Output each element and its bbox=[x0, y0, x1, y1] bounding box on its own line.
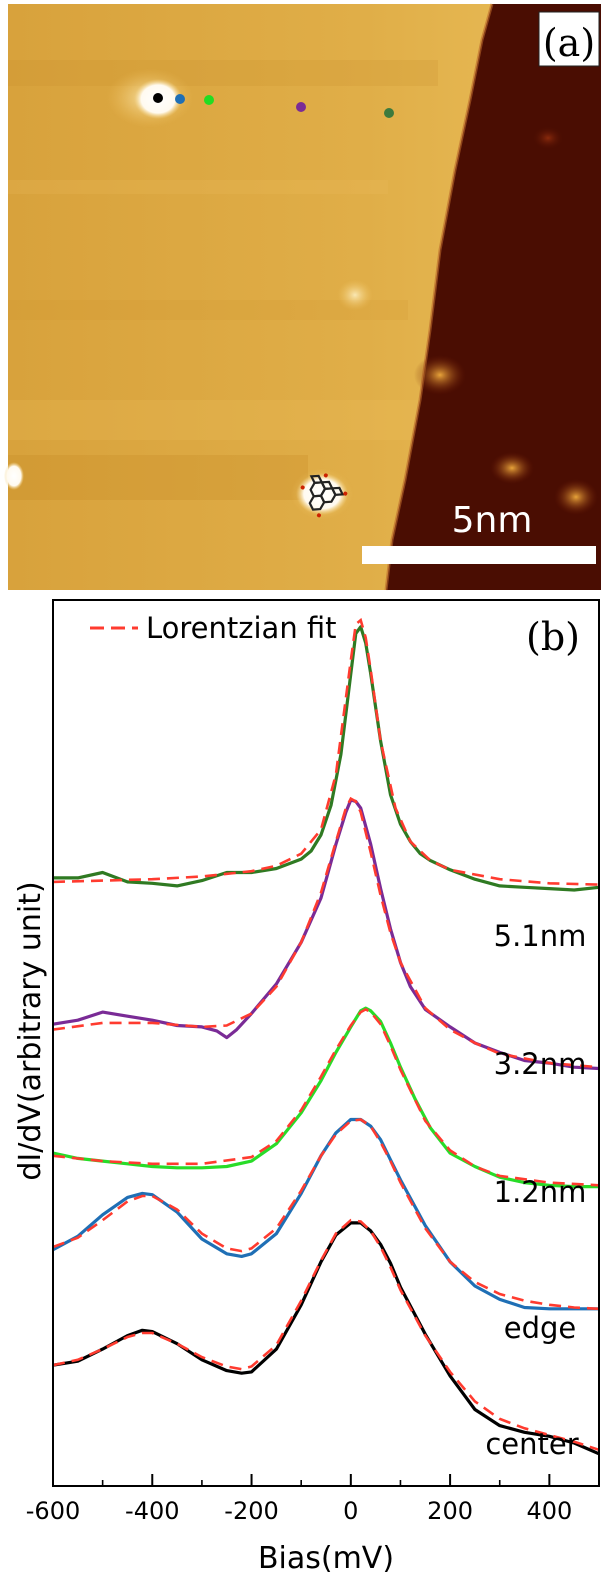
curve-label-3-2nm: 3.2nm bbox=[494, 1047, 587, 1081]
marker-3-2nm bbox=[296, 102, 306, 112]
curve-label-edge: edge bbox=[504, 1311, 577, 1345]
marker-center bbox=[153, 93, 163, 103]
panel-a-label-box bbox=[538, 11, 600, 67]
x-tick-label: -400 bbox=[125, 1497, 179, 1525]
fit-5-1nm bbox=[52, 617, 600, 886]
fit-edge bbox=[52, 1118, 600, 1311]
marker-1-2nm bbox=[204, 95, 214, 105]
stm-image-panel: (a) 5nm bbox=[4, 3, 601, 591]
molecule-model-icon bbox=[300, 473, 348, 518]
didv-spectra-chart: -600 -400 -200 0 200 400 Lorentzian fit (b) 5… bbox=[13, 599, 600, 1576]
series-5-1nm bbox=[53, 625, 600, 892]
x-tick-label: 200 bbox=[427, 1497, 473, 1525]
scale-bar-label: 5nm bbox=[452, 500, 533, 541]
plot-frame bbox=[52, 599, 600, 1487]
fit-center bbox=[52, 1218, 600, 1452]
curve-label-5-1nm: 5.1nm bbox=[494, 919, 587, 953]
substrate-region bbox=[386, 4, 601, 590]
x-tick-label: -200 bbox=[224, 1497, 278, 1525]
fit-1-2nm bbox=[52, 1007, 600, 1187]
curve-label-center: center bbox=[485, 1427, 578, 1461]
x-tick-label: 0 bbox=[343, 1497, 358, 1525]
fit-3-2nm bbox=[52, 796, 600, 1069]
x-tick-label: -600 bbox=[26, 1497, 80, 1525]
series-edge bbox=[52, 1117, 599, 1311]
panel-b-label: (b) bbox=[526, 615, 580, 659]
legend: Lorentzian fit bbox=[90, 611, 337, 645]
panel-a-label: (a) bbox=[543, 21, 595, 65]
legend-fit-label: Lorentzian fit bbox=[146, 611, 337, 645]
marker-5-1nm bbox=[384, 108, 394, 118]
y-axis-label: dI/dV(arbitrary unit) bbox=[13, 881, 48, 1180]
scale-bar bbox=[362, 546, 596, 564]
scan-texture bbox=[8, 60, 438, 500]
marker-edge bbox=[175, 94, 185, 104]
curve-label-1-2nm: 1.2nm bbox=[494, 1175, 587, 1209]
series-1-2nm bbox=[52, 1006, 599, 1189]
x-axis-label: Bias(mV) bbox=[258, 1541, 394, 1576]
x-tick-label: 400 bbox=[526, 1497, 572, 1525]
spectroscopy-markers bbox=[153, 93, 394, 118]
